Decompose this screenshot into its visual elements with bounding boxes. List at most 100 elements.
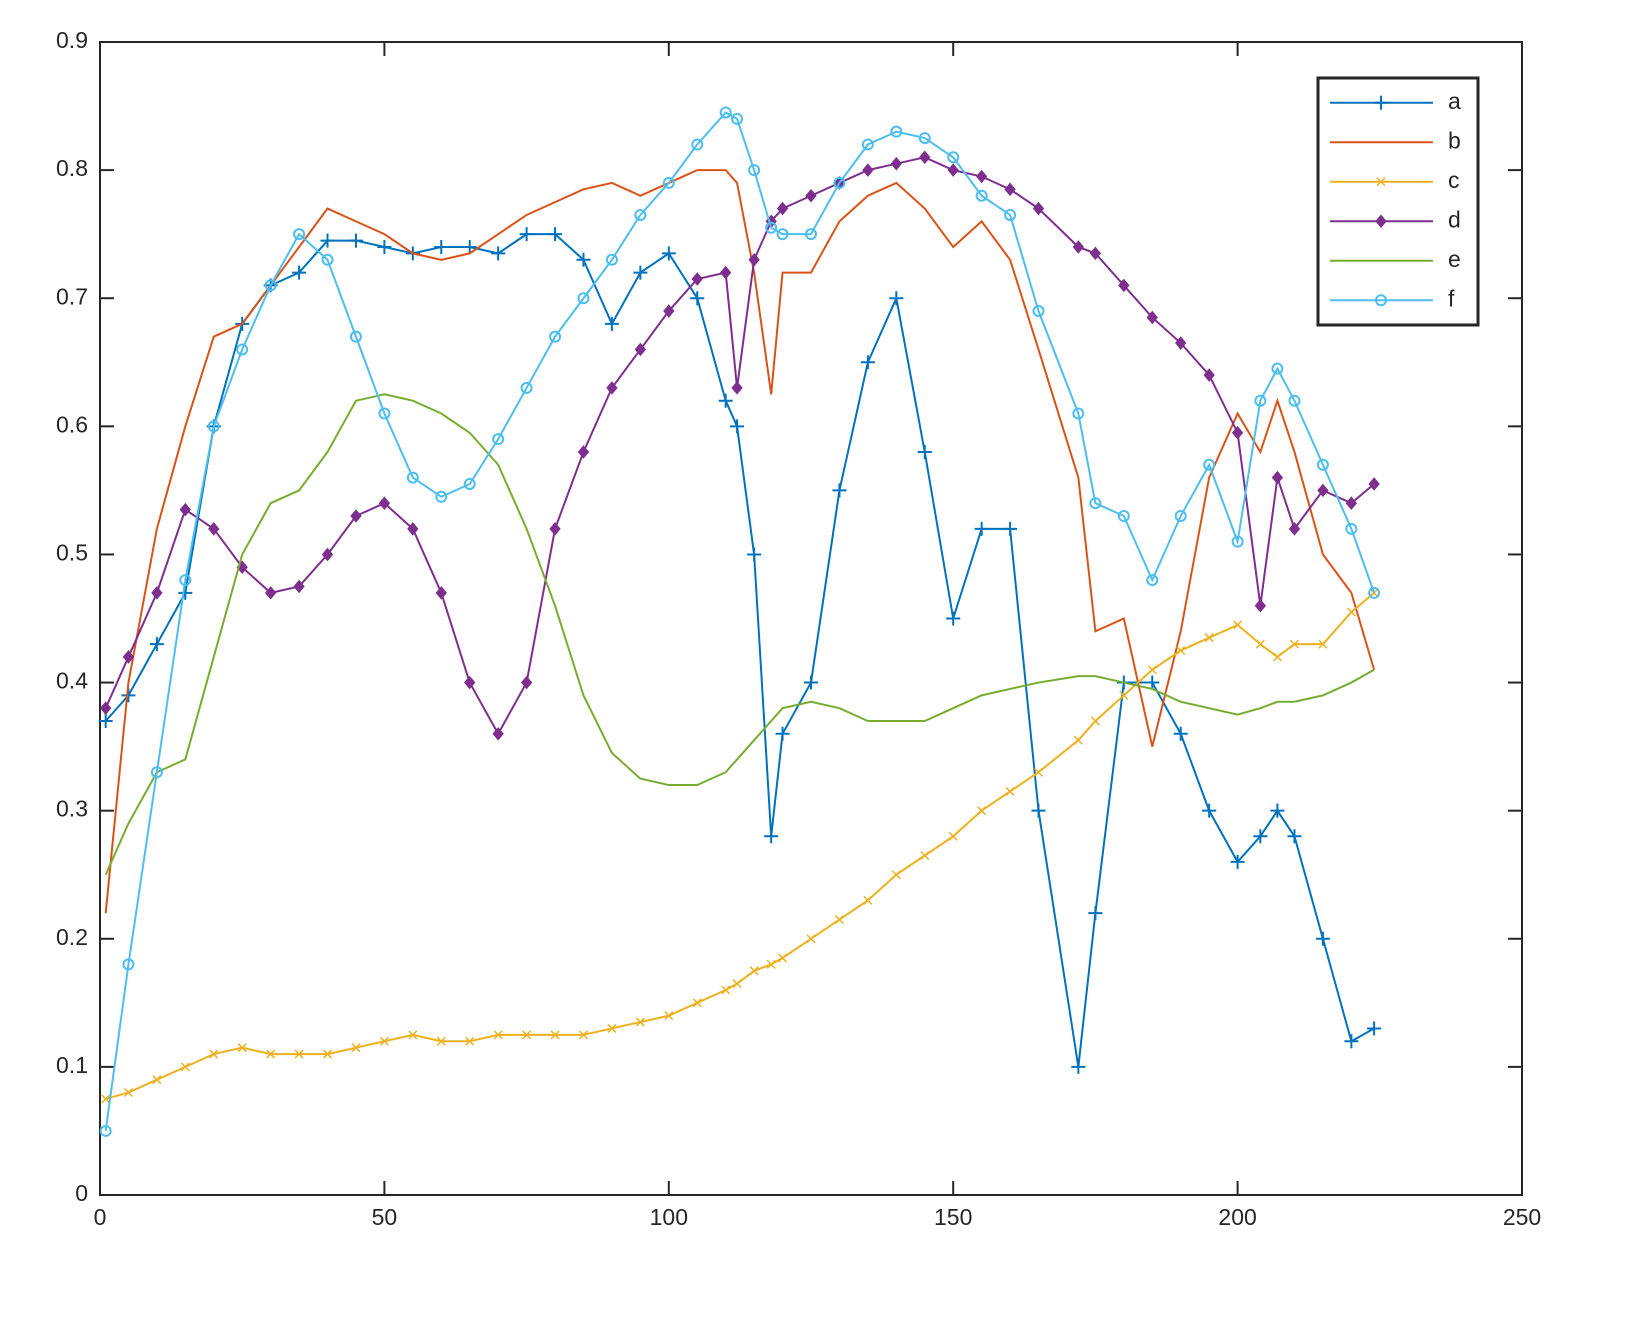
marker <box>378 496 391 510</box>
marker <box>1230 854 1245 869</box>
marker <box>1073 735 1083 745</box>
y-tick-label: 0.7 <box>56 283 88 309</box>
y-tick-label: 0 <box>75 1180 88 1206</box>
marker <box>101 1094 111 1104</box>
marker <box>607 1023 617 1033</box>
marker <box>1233 620 1243 630</box>
marker <box>974 521 989 536</box>
marker <box>918 132 931 145</box>
legend-label: f <box>1448 285 1455 311</box>
marker <box>833 176 846 189</box>
marker <box>491 246 506 261</box>
marker <box>1173 726 1188 741</box>
marker <box>1376 177 1386 187</box>
marker <box>731 112 744 125</box>
marker <box>691 138 704 151</box>
marker <box>1253 829 1268 844</box>
marker <box>122 650 135 664</box>
marker <box>948 831 958 841</box>
marker <box>805 188 817 203</box>
marker <box>730 419 745 434</box>
marker <box>891 870 901 880</box>
legend-box <box>1316 76 1480 327</box>
marker <box>606 381 618 395</box>
marker <box>1032 305 1045 318</box>
marker <box>407 522 419 536</box>
marker <box>1072 407 1085 420</box>
marker <box>1254 598 1267 613</box>
marker <box>1344 1034 1359 1049</box>
marker <box>464 675 476 690</box>
marker <box>1367 1021 1382 1036</box>
y-tick-label: 0.4 <box>56 668 88 694</box>
marker <box>492 433 505 446</box>
marker <box>519 227 534 242</box>
marker <box>576 252 591 267</box>
marker <box>661 246 676 261</box>
marker <box>1147 665 1157 675</box>
marker <box>1345 496 1358 510</box>
series-e <box>104 393 1375 876</box>
marker <box>577 292 590 305</box>
marker <box>1072 240 1084 254</box>
marker <box>322 1049 333 1059</box>
marker <box>550 1030 560 1040</box>
marker <box>1315 931 1330 946</box>
marker <box>378 407 391 420</box>
marker <box>149 637 164 652</box>
marker <box>1270 803 1285 818</box>
y-tick-label: 0.1 <box>56 1052 88 1078</box>
marker <box>1254 394 1267 407</box>
marker <box>861 138 874 151</box>
marker <box>720 265 732 280</box>
marker <box>1317 483 1329 498</box>
marker <box>920 850 930 861</box>
marker <box>236 343 249 356</box>
marker <box>98 713 113 728</box>
marker <box>1346 607 1356 617</box>
marker <box>320 233 335 248</box>
marker <box>520 675 533 690</box>
marker <box>605 253 618 266</box>
marker <box>1345 522 1358 535</box>
series-b <box>104 169 1376 914</box>
marker <box>578 1030 589 1040</box>
marker <box>765 221 778 234</box>
marker <box>1146 574 1159 587</box>
marker <box>463 477 476 490</box>
marker <box>152 1075 162 1085</box>
marker <box>207 420 220 433</box>
marker <box>766 959 776 969</box>
marker <box>719 106 732 119</box>
marker <box>604 316 619 331</box>
marker <box>436 1036 446 1046</box>
marker <box>776 201 789 216</box>
marker <box>1119 690 1129 700</box>
marker <box>1145 675 1160 690</box>
marker <box>351 1043 361 1053</box>
marker <box>179 574 192 587</box>
marker <box>100 701 112 715</box>
line <box>104 169 1376 914</box>
y-tick-label: 0.3 <box>56 796 88 822</box>
x-tick-label: 100 <box>650 1204 688 1230</box>
marker <box>1374 95 1388 110</box>
marker <box>123 1087 133 1098</box>
marker <box>549 330 562 343</box>
marker <box>1375 294 1387 307</box>
marker <box>691 272 703 286</box>
marker <box>1316 458 1329 471</box>
marker <box>947 163 959 177</box>
marker <box>1088 906 1103 921</box>
marker <box>99 1124 112 1137</box>
series-a <box>98 227 1382 1074</box>
marker <box>718 393 733 408</box>
marker <box>493 1030 503 1040</box>
marker <box>1032 201 1045 216</box>
marker <box>321 547 334 562</box>
marker <box>747 547 762 562</box>
plot-area <box>99 41 1523 1196</box>
y-tick-label: 0.2 <box>56 924 88 950</box>
